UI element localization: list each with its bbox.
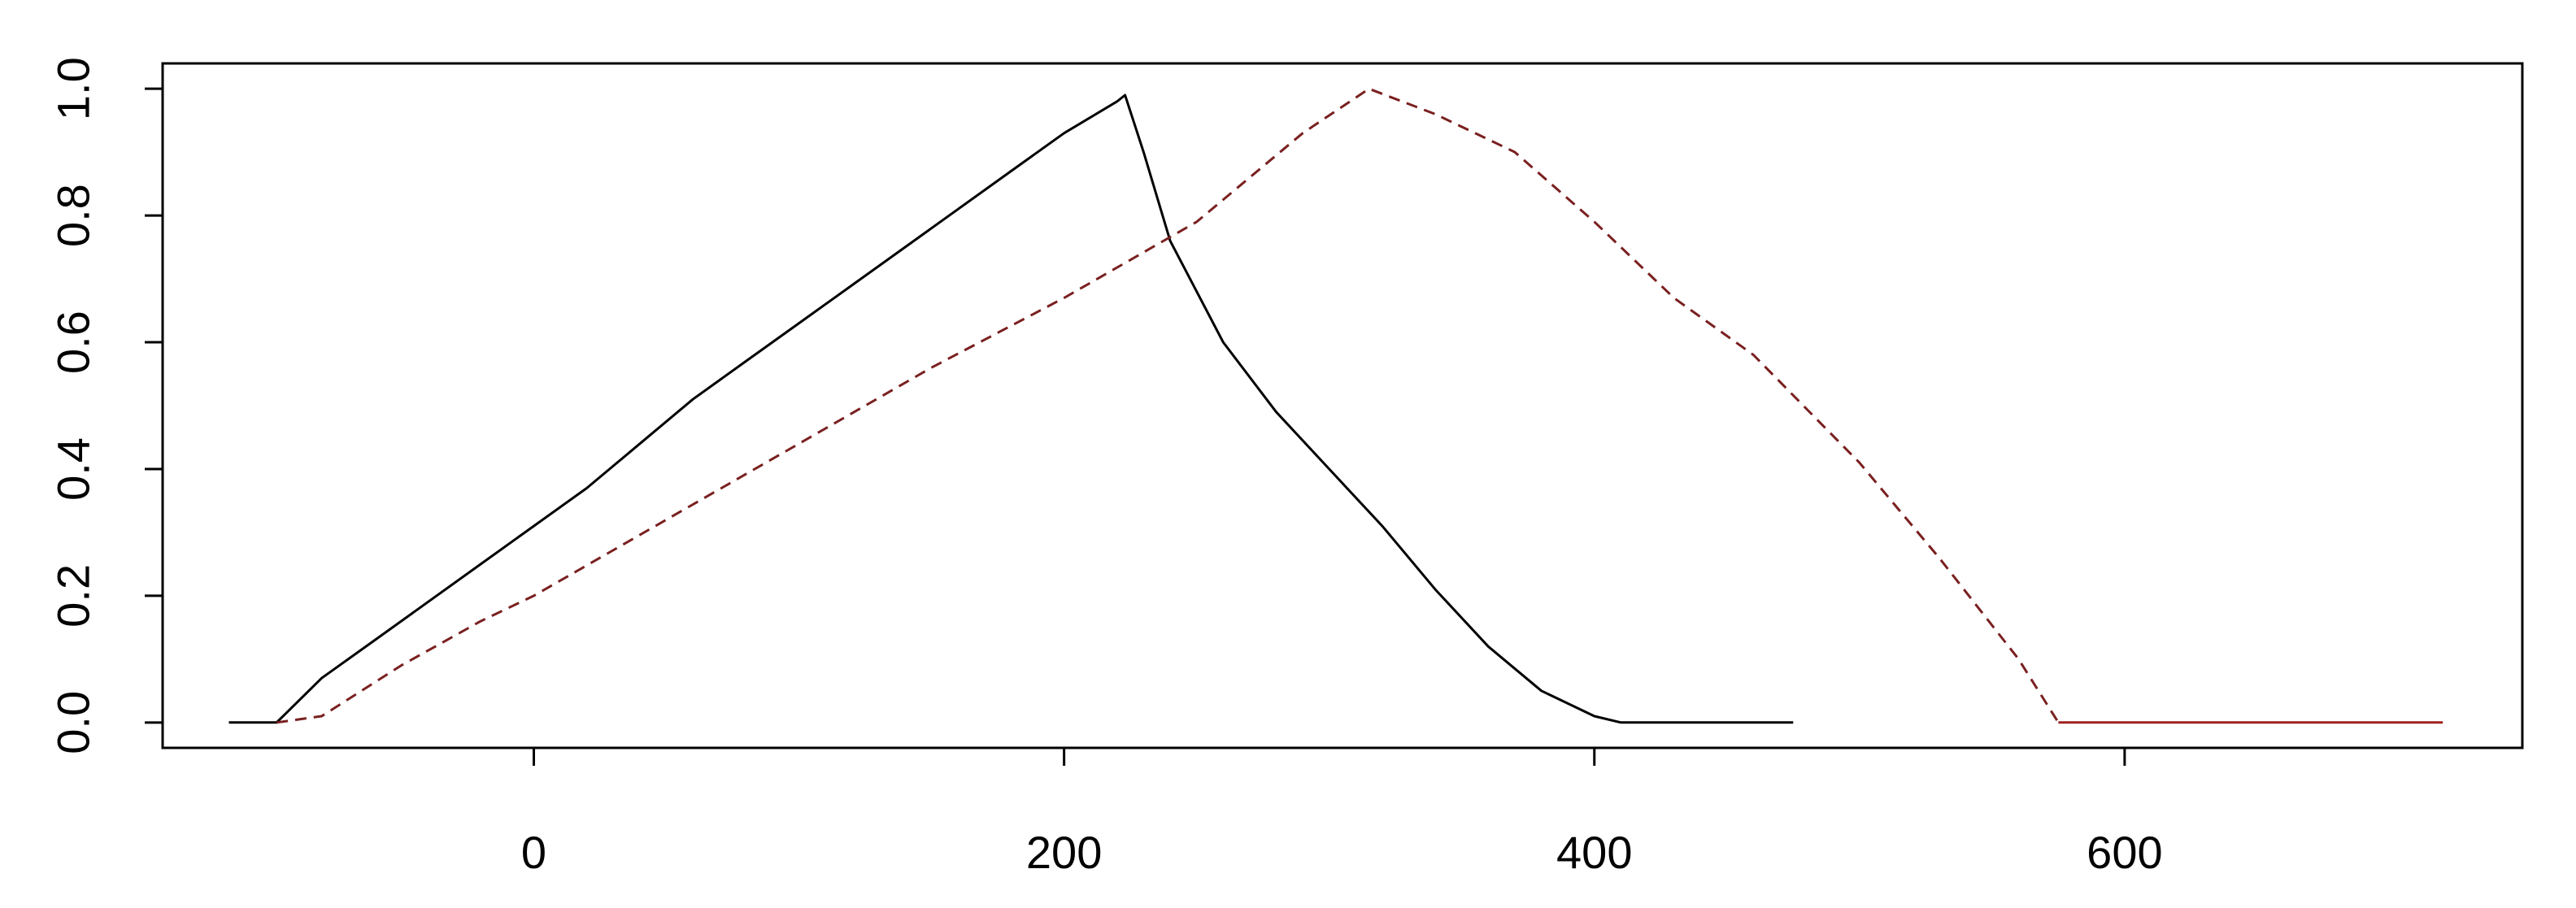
y-tick-label: 0.4 [48, 437, 99, 501]
x-tick-label: 0 [521, 827, 546, 878]
x-tick-label: 400 [1556, 827, 1632, 878]
x-tick-label: 200 [1026, 827, 1102, 878]
x-axis: 0 200 400 600 [521, 746, 2163, 878]
y-axis: 0.0 0.2 0.4 0.6 0.8 1.0 [48, 57, 164, 754]
y-tick-label: 0.2 [48, 564, 99, 628]
y-tick-label: 0.0 [48, 691, 99, 754]
x-tick-label: 600 [2086, 827, 2162, 878]
y-tick-label: 0.6 [48, 311, 99, 374]
series-line-1 [228, 93, 1794, 724]
series-line-2 [276, 87, 2060, 724]
y-tick-label: 1.0 [48, 57, 99, 120]
plot-frame [161, 62, 2524, 749]
series-layer [228, 87, 2443, 724]
y-tick-label: 0.8 [48, 184, 99, 247]
